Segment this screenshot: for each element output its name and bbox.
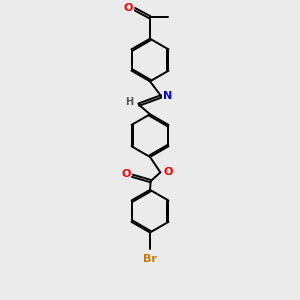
Text: Br: Br [143, 254, 157, 264]
Text: O: O [121, 169, 130, 179]
Text: O: O [163, 167, 172, 177]
Text: N: N [163, 91, 172, 101]
Text: O: O [123, 3, 133, 13]
Text: H: H [125, 97, 133, 107]
